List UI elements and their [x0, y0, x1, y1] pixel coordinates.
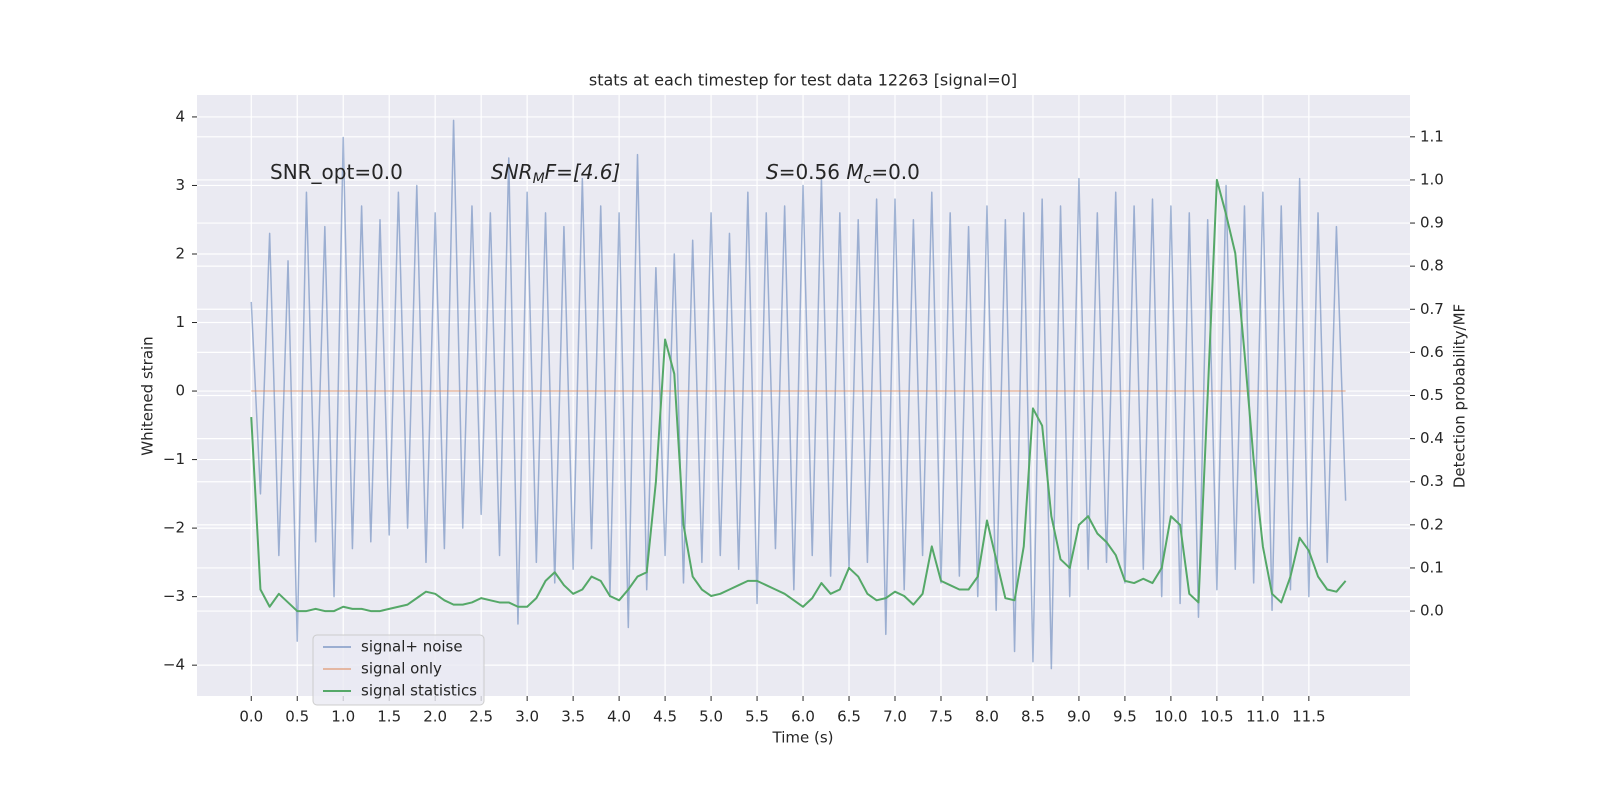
legend-label: signal statistics: [361, 682, 477, 700]
y2-tick-label: 0.7: [1420, 300, 1444, 318]
y-tick-label: 0: [175, 382, 185, 400]
x-tick-label: 4.0: [607, 708, 631, 726]
y2-tick-label: 1.1: [1420, 127, 1444, 145]
x-tick-label: 9.5: [1113, 708, 1137, 726]
annotation-run: =0.0: [871, 160, 920, 184]
legend-label: signal+ noise: [361, 638, 463, 656]
annotation-run: =0.56: [779, 160, 847, 184]
x-tick-label: 4.5: [653, 708, 677, 726]
x-tick-label: 6.5: [837, 708, 861, 726]
x-tick-label: 8.5: [1021, 708, 1045, 726]
y2-tick-label: 0.8: [1420, 257, 1444, 275]
annotation: S=0.56 Mc=0.0: [766, 160, 920, 188]
y2-tick-label: 0.0: [1420, 602, 1444, 620]
x-tick-label: 10.0: [1154, 708, 1187, 726]
x-tick-label: 11.5: [1292, 708, 1325, 726]
y-tick-label: −1: [163, 450, 185, 468]
x-tick-label: 3.0: [515, 708, 539, 726]
y2-tick-label: 0.1: [1420, 558, 1444, 576]
annotation-run: SNR: [491, 160, 533, 184]
x-tick-label: 1.5: [377, 708, 401, 726]
annotation-run: c: [864, 171, 872, 187]
annotation: SNR_opt=0.0: [270, 160, 403, 184]
annotation-run: F=[4.6]: [545, 160, 621, 184]
y-tick-label: −4: [163, 656, 185, 674]
series-line: [250, 178, 1347, 613]
y-tick-label: −2: [163, 519, 185, 537]
y-axis-label: Whitened strain: [139, 336, 157, 455]
x-tick-label: 11.0: [1246, 708, 1279, 726]
y-tick-label: 4: [175, 107, 185, 125]
y-tick-label: 3: [175, 176, 185, 194]
x-tick-label: 2.5: [469, 708, 493, 726]
legend-label: signal only: [361, 660, 442, 678]
annotation-run: SNR_opt=0.0: [270, 160, 403, 184]
y2-tick-label: 0.9: [1420, 214, 1444, 232]
annotation-run: M: [533, 171, 545, 187]
x-tick-label: 7.5: [929, 708, 953, 726]
y2-tick-label: 1.0: [1420, 170, 1444, 188]
x-tick-label: 3.5: [561, 708, 585, 726]
annotation-run: S: [766, 160, 779, 184]
y-tick-label: 2: [175, 244, 185, 262]
annotation: SNRMF=[4.6]: [491, 160, 620, 188]
x-tick-label: 2.0: [423, 708, 447, 726]
annotation-run: M: [846, 160, 863, 184]
x-tick-label: 0.5: [285, 708, 309, 726]
x-tick-label: 5.0: [699, 708, 723, 726]
x-tick-label: 5.5: [745, 708, 769, 726]
legend-box: [312, 634, 485, 706]
x-tick-label: 7.0: [883, 708, 907, 726]
y2-tick-label: 0.4: [1420, 429, 1444, 447]
y-tick-label: 1: [175, 313, 185, 331]
x-tick-label: 10.5: [1200, 708, 1233, 726]
y2-axis-label: Detection probability/MF: [1451, 304, 1469, 488]
y2-tick-label: 0.6: [1420, 343, 1444, 361]
y2-tick-label: 0.5: [1420, 386, 1444, 404]
y-tick-label: −3: [163, 587, 185, 605]
x-axis-label: Time (s): [772, 729, 834, 747]
x-tick-label: 0.0: [239, 708, 263, 726]
series-line: [250, 119, 1347, 670]
x-tick-label: 6.0: [791, 708, 815, 726]
chart-title: stats at each timestep for test data 122…: [589, 71, 1017, 90]
x-tick-label: 9.0: [1067, 708, 1091, 726]
y2-tick-label: 0.3: [1420, 472, 1444, 490]
x-tick-label: 1.0: [331, 708, 355, 726]
y2-tick-label: 0.2: [1420, 515, 1444, 533]
x-tick-label: 8.0: [975, 708, 999, 726]
